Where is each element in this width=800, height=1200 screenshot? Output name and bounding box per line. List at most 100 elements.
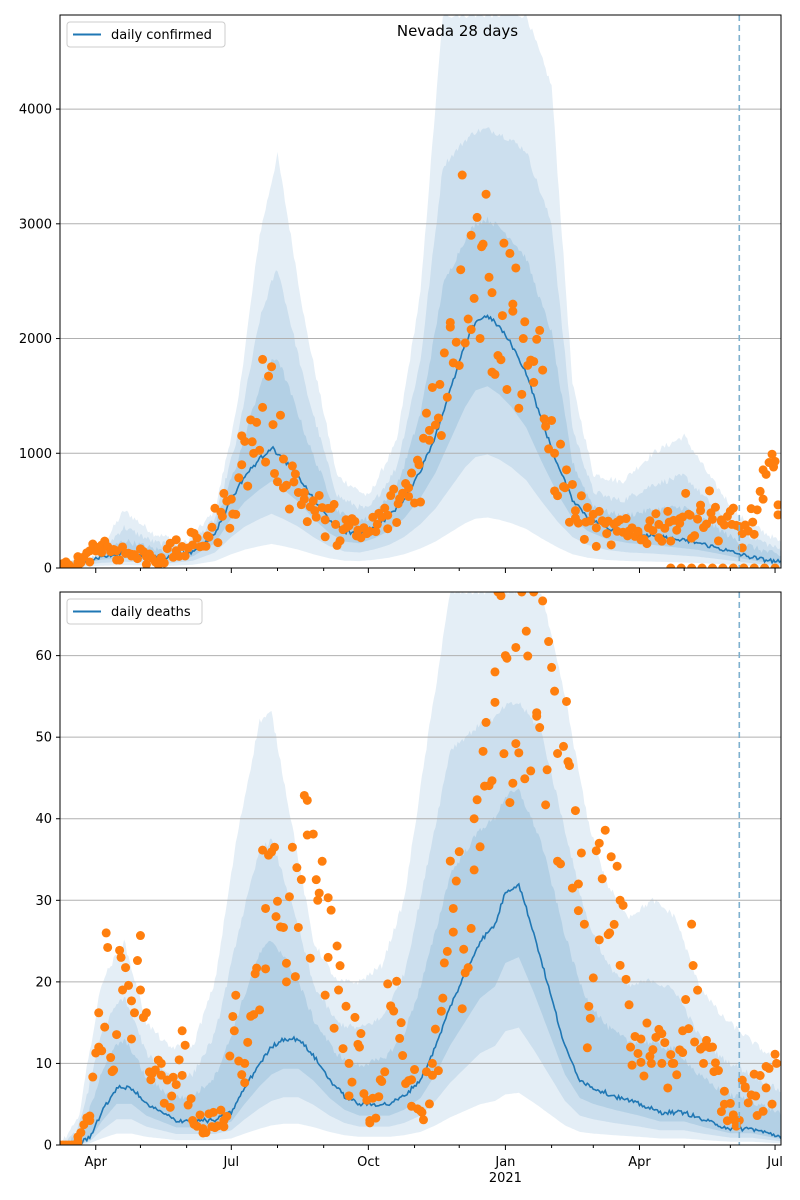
data-point <box>192 1121 202 1131</box>
data-point <box>252 963 262 973</box>
data-point <box>707 514 717 524</box>
data-point <box>156 1070 166 1080</box>
data-point <box>129 1008 139 1018</box>
data-point <box>487 776 497 786</box>
data-point <box>174 1055 184 1065</box>
legend-box <box>66 21 226 48</box>
data-point <box>320 532 330 542</box>
data-point <box>261 457 271 467</box>
data-point <box>439 348 449 358</box>
data-point <box>749 563 759 568</box>
data-point <box>612 861 622 871</box>
data-point <box>499 749 509 759</box>
data-point <box>353 1039 363 1049</box>
data-point <box>713 536 723 546</box>
y-tick-label: 0 <box>44 1139 52 1154</box>
data-point <box>229 1026 239 1036</box>
data-point <box>258 845 268 855</box>
data-point <box>167 1091 177 1101</box>
data-point <box>615 960 625 970</box>
data-point <box>463 963 473 973</box>
data-point <box>243 481 253 491</box>
data-point <box>553 748 563 758</box>
data-point <box>517 389 527 399</box>
data-point <box>773 500 781 510</box>
data-point <box>135 985 145 995</box>
data-point <box>435 379 445 389</box>
data-point <box>418 1115 428 1125</box>
data-point <box>603 930 613 940</box>
data-point <box>222 1111 232 1121</box>
data-point <box>454 847 464 857</box>
data-point <box>329 1023 339 1033</box>
data-point <box>518 334 528 344</box>
data-point <box>740 1082 750 1092</box>
data-point <box>576 491 586 501</box>
data-point <box>323 893 333 903</box>
data-point <box>502 653 512 663</box>
data-point <box>436 1006 446 1016</box>
data-point <box>410 1065 420 1075</box>
data-point <box>335 536 345 546</box>
data-point <box>722 1116 732 1126</box>
data-point <box>602 529 612 539</box>
data-point <box>308 496 318 506</box>
data-point <box>231 509 241 519</box>
data-point <box>331 519 341 529</box>
data-point <box>180 1040 190 1050</box>
data-point <box>371 527 381 537</box>
data-point <box>109 544 119 554</box>
data-point <box>380 1067 390 1077</box>
data-point <box>469 814 479 824</box>
data-point <box>690 1037 700 1047</box>
data-point <box>699 1058 709 1068</box>
y-tick-label: 50 <box>35 731 52 746</box>
data-point <box>281 480 291 490</box>
data-point <box>559 482 569 492</box>
data-point <box>272 896 282 906</box>
data-point <box>153 1055 163 1065</box>
data-point <box>407 468 417 478</box>
data-point <box>252 417 262 427</box>
y-tick-label: 3000 <box>19 217 52 232</box>
data-point <box>448 927 458 937</box>
data-point <box>588 973 598 983</box>
data-point <box>106 1053 116 1063</box>
legend-label: daily confirmed <box>111 28 212 43</box>
data-point <box>192 533 202 543</box>
confidence-bands <box>60 592 781 1145</box>
data-point <box>296 500 306 510</box>
data-point <box>472 212 482 222</box>
data-point <box>487 288 497 298</box>
data-point <box>739 563 749 568</box>
data-point <box>290 972 300 982</box>
data-point <box>329 499 339 509</box>
data-point <box>472 795 482 805</box>
data-point <box>469 293 479 303</box>
observed-points <box>60 592 781 1145</box>
data-point <box>561 696 571 706</box>
y-tick-label: 30 <box>35 894 52 909</box>
data-point <box>101 928 111 938</box>
data-point <box>335 961 345 971</box>
data-point <box>281 977 291 987</box>
data-point <box>180 551 190 561</box>
data-point <box>168 1072 178 1082</box>
data-point <box>222 496 232 506</box>
x-tick-label: Jul <box>766 1155 783 1170</box>
legend-box <box>66 598 203 625</box>
data-point <box>404 1076 414 1086</box>
data-point <box>421 408 431 418</box>
data-point <box>591 541 601 551</box>
data-point <box>127 1034 137 1044</box>
data-point <box>424 1099 434 1109</box>
data-point <box>292 863 302 873</box>
data-point <box>320 515 330 525</box>
data-point <box>626 1042 636 1052</box>
data-point <box>570 506 580 516</box>
data-point <box>734 1115 744 1125</box>
data-point <box>389 1006 399 1016</box>
data-point <box>508 299 518 309</box>
data-point <box>541 421 551 431</box>
data-point <box>416 497 425 507</box>
